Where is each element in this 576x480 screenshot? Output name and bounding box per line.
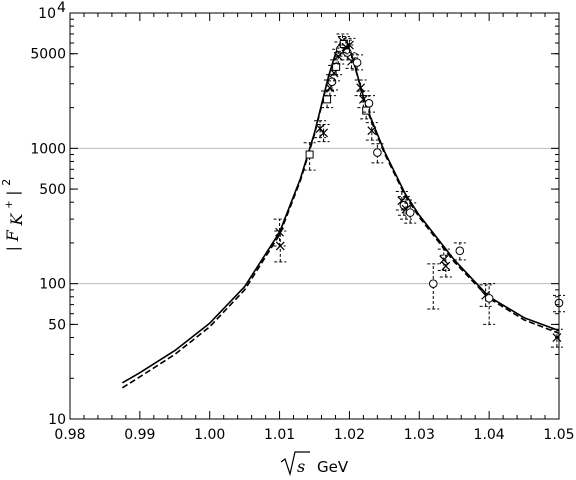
marker-cross [315,124,325,133]
sqrt-sign-icon [280,451,310,477]
data-point-square [303,142,316,171]
y-tick-label: 5000 [30,47,66,63]
marker-cross [275,227,284,237]
data-point-x [343,37,356,54]
marker-circle [405,208,415,217]
x-axis-symbol: s [297,457,305,476]
marker-square [339,40,348,49]
marker-circle [428,279,438,288]
y-tick-label: 50 [48,317,66,333]
y-axis-title: | F K + | 2 [0,179,26,251]
y-tick-label: 10 [48,412,66,428]
y-axis-bar-left: | [4,246,22,251]
y-tick-label: 10 [38,6,56,22]
x-tick-label: 1.00 [194,427,225,443]
data-point-circle [404,202,417,224]
marker-cross [319,128,329,138]
marker-cross [439,255,449,265]
data-point-x [317,124,330,143]
x-tick-label: 1.05 [543,427,574,443]
y-axis-symbol: F [3,229,22,242]
x-tick-label: 1.02 [334,427,365,443]
marker-cross [275,241,285,251]
data-point-x [365,122,378,141]
data-point-circle [453,242,466,261]
plot-frame [69,12,560,420]
data-points [273,33,565,348]
marker-square [323,95,332,104]
x-tick-label: 1.04 [474,427,505,443]
y-axis-superscript: + [4,200,15,208]
marker-circle [352,58,362,67]
marker-cross [345,40,354,50]
data-point-circle [427,263,440,310]
marker-square [305,150,314,159]
marker-circle [364,99,374,108]
marker-cross [441,261,451,271]
data-point-circle [371,143,384,164]
y-tick-label: 1000 [30,141,66,157]
x-axis-title: s GeV [297,457,349,476]
data-point-circle [483,283,496,325]
marker-circle [327,77,337,87]
x-tick-label: 0.99 [124,427,155,443]
x-tick-label: 0.98 [54,427,85,443]
x-tick-label: 1.03 [404,427,435,443]
data-point-circle [351,54,364,71]
x-tick-label: 1.01 [264,427,295,443]
data-point-x [437,248,450,272]
y-tick-label-exponent: 4 [57,0,66,16]
data-point-x [274,230,287,263]
y-axis-subscript: K [7,213,26,227]
data-point-x [439,254,452,278]
data-point-circle [362,95,375,113]
x-axis-unit: GeV [317,458,349,476]
marker-circle [373,148,382,157]
y-axis-bar-right: | [4,191,22,196]
data-point-square [330,59,343,76]
marker-circle [455,246,465,256]
marker-circle [484,293,494,303]
svg-text:| F K +: | F K + | 2 [0,179,26,251]
marker-cross [367,126,377,136]
marker-square [332,62,341,71]
y-tick-label: 100 [39,277,66,293]
y-axis-power: 2 [0,179,13,186]
y-tick-label: 500 [39,182,66,198]
marker-square [362,106,371,115]
marker-cross [356,83,366,93]
data-point-x [314,120,327,139]
